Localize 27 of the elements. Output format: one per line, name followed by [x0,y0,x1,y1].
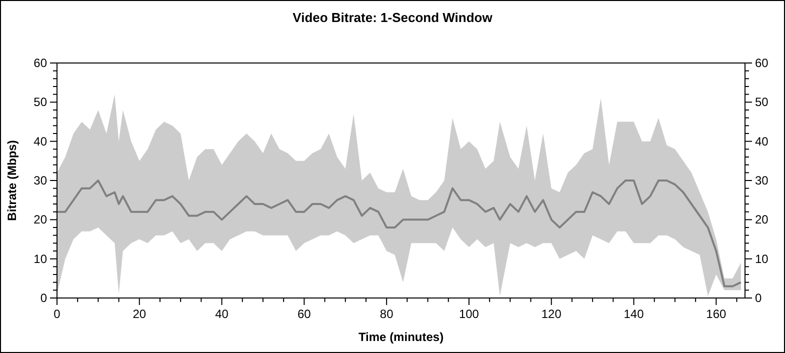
x-tick-label: 40 [215,307,229,321]
y2-tick-label: 60 [755,56,769,70]
y2-tick-label: 30 [755,174,769,188]
y2-tick-label: 20 [755,212,769,227]
y-tick-label: 40 [34,134,48,148]
y-tick-label: 50 [34,95,48,110]
x-tick-label: 160 [706,307,726,321]
x-tick-label: 80 [380,307,394,321]
y-tick-label: 30 [34,174,48,188]
line-series [56,180,742,288]
x-tick-label: 120 [541,307,562,321]
x-tick-label: 20 [132,307,146,321]
y-tick-label: 10 [34,252,48,266]
y2-tick-label: 0 [755,291,762,305]
y-tick-label: 20 [34,212,48,227]
x-tick-label: 100 [458,307,480,321]
y2-tick-label: 50 [755,95,769,110]
y2-tick-label: 40 [755,134,769,148]
y-tick-label: 0 [40,291,48,305]
x-tick-label: 60 [298,307,312,321]
y-axis-title: Bitrate (Mbps) [5,140,19,221]
x-tick-label: 0 [54,307,61,321]
x-axis-title: Time (minutes) [358,330,444,344]
chart-title: Video Bitrate: 1-Second Window [292,10,494,25]
y2-tick-label: 10 [755,252,769,266]
y-tick-label: 60 [34,56,48,70]
x-tick-label: 140 [624,307,644,321]
